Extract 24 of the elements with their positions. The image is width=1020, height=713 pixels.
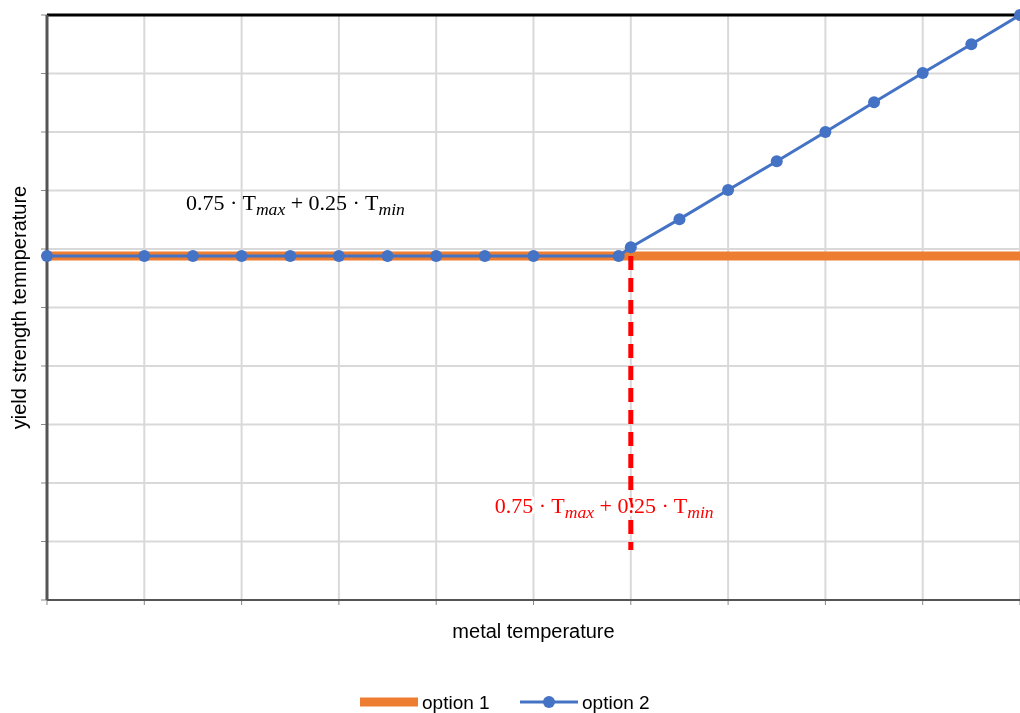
- point: [673, 213, 686, 226]
- point: [430, 250, 443, 263]
- point: [868, 96, 881, 109]
- point: [624, 241, 637, 254]
- point: [478, 250, 491, 263]
- point: [965, 38, 978, 51]
- point: [235, 250, 248, 263]
- point: [612, 250, 625, 263]
- point: [819, 126, 832, 138]
- point: [722, 183, 735, 196]
- point: [186, 250, 199, 263]
- point: [284, 250, 297, 263]
- point: [332, 250, 345, 263]
- point: [381, 250, 394, 263]
- y-axis-title: yield strength temnperature: [8, 185, 30, 430]
- point: [41, 250, 53, 263]
- point: [527, 250, 540, 263]
- legend-label: option 2: [582, 692, 650, 713]
- point: [916, 66, 929, 79]
- x-axis-title: metal temperature: [452, 620, 615, 642]
- point: [138, 250, 151, 263]
- point: [770, 155, 783, 168]
- legend-label: option 1: [422, 692, 490, 713]
- annotation: 0.75 · T$_{max}$ + 0.25 · T$_{min}$: [186, 190, 406, 219]
